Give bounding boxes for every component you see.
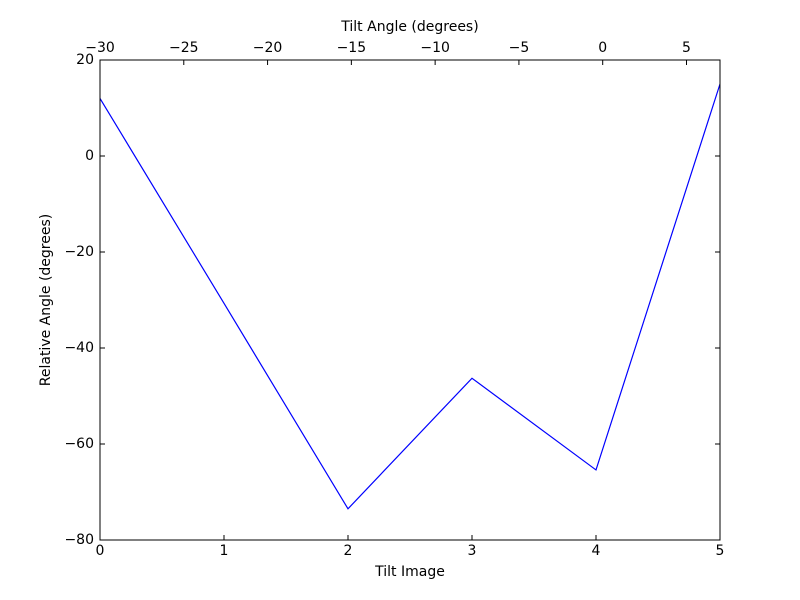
x2-tick-label: −15 — [337, 40, 367, 56]
x2-tick-label: 0 — [598, 40, 607, 56]
x-axis-label: Tilt Image — [374, 564, 445, 580]
x-tick-label: 2 — [344, 543, 353, 559]
x-tick-label: 0 — [96, 543, 105, 559]
plot-frame — [99, 59, 721, 541]
y-tick-label: −40 — [64, 340, 94, 356]
x2-axis-label: Tilt Angle (degrees) — [340, 19, 478, 35]
y-tick-label: 0 — [85, 148, 94, 164]
x2-tick-label: −5 — [509, 40, 530, 56]
x-tick-label: 4 — [592, 543, 601, 559]
x2-tick-label: −25 — [169, 40, 199, 56]
y-tick-label: −20 — [64, 244, 94, 260]
y-axis-label: Relative Angle (degrees) — [38, 214, 54, 386]
line-series — [99, 83, 721, 510]
x2-tick-label: −10 — [420, 40, 450, 56]
x-tick-label: 5 — [716, 543, 725, 559]
x2-tick-label: −30 — [85, 40, 115, 56]
y-tick-label: −80 — [64, 532, 94, 548]
y-tick-label: 20 — [76, 52, 94, 68]
x-tick-label: 3 — [468, 543, 477, 559]
x2-tick-label: −20 — [253, 40, 283, 56]
y-tick-label: −60 — [64, 436, 94, 452]
x-tick-label: 1 — [220, 543, 229, 559]
x2-tick-label: 5 — [682, 40, 691, 56]
